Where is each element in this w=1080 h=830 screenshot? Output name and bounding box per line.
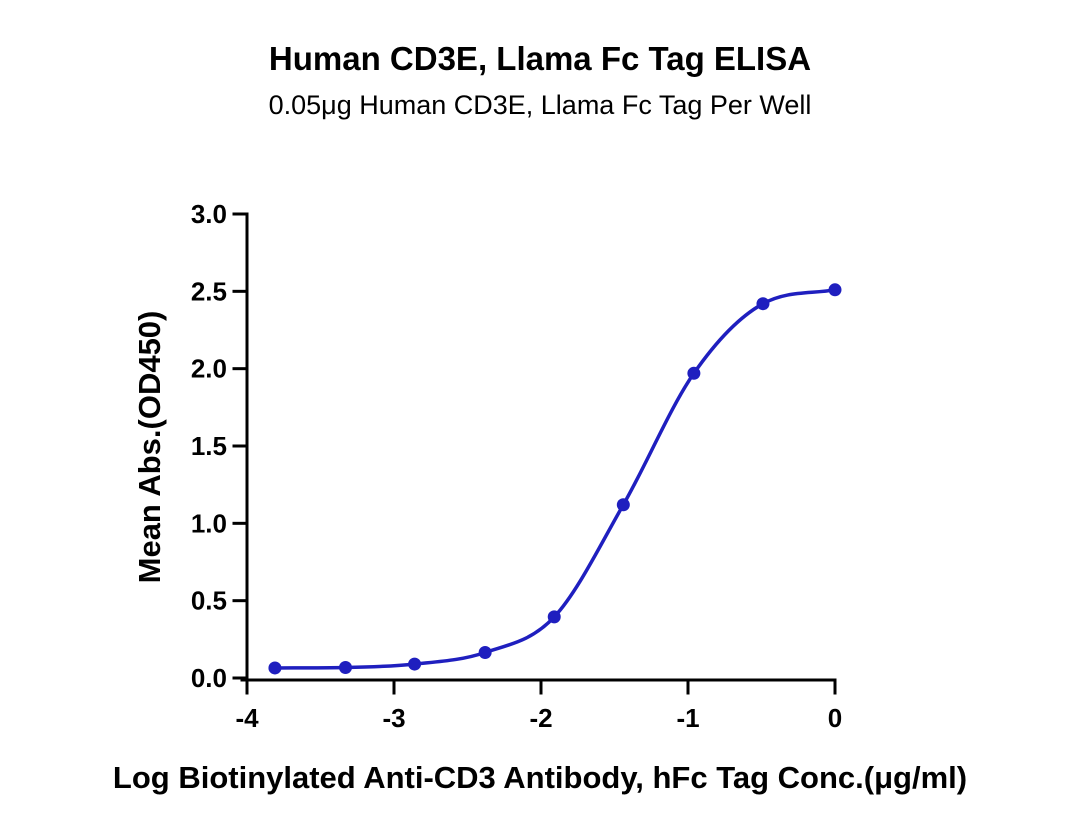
y-tick-label: 0.0 [191, 663, 227, 693]
x-tick-label: 0 [828, 703, 842, 733]
data-point [338, 660, 352, 674]
y-axis-title: Mean Abs.(OD450) [132, 311, 167, 584]
data-point [478, 645, 492, 659]
x-tick-label: -4 [235, 703, 259, 733]
data-point [756, 297, 770, 311]
x-axis-title: Log Biotinylated Anti-CD3 Antibody, hFc … [113, 760, 967, 795]
chart-subtitle: 0.05μg Human CD3E, Llama Fc Tag Per Well [268, 90, 812, 120]
y-tick-label: 1.5 [191, 431, 227, 461]
y-tick-label: 3.0 [191, 199, 227, 229]
x-tick-label: -2 [529, 703, 552, 733]
chart-title: Human CD3E, Llama Fc Tag ELISA [268, 40, 812, 77]
data-point [828, 283, 842, 297]
y-tick-label: 0.5 [191, 586, 227, 616]
axes: 0.0 0.5 1.0 1.5 2.0 2.5 3.0 -4 -3 -2 -1 0 [191, 199, 842, 733]
x-tick-label: -1 [676, 703, 699, 733]
y-tick-label: 1.0 [191, 508, 227, 538]
x-tick-label: -3 [382, 703, 405, 733]
data-point [268, 661, 282, 675]
data-point [408, 657, 422, 671]
y-tick-label: 2.0 [191, 354, 227, 384]
fit-curve [274, 288, 836, 670]
data-point [547, 610, 561, 624]
y-tick-label: 2.5 [191, 276, 227, 306]
fit-curve-layer [274, 288, 836, 670]
data-points-layer [268, 283, 842, 675]
data-point [687, 366, 701, 380]
data-point [616, 498, 630, 512]
